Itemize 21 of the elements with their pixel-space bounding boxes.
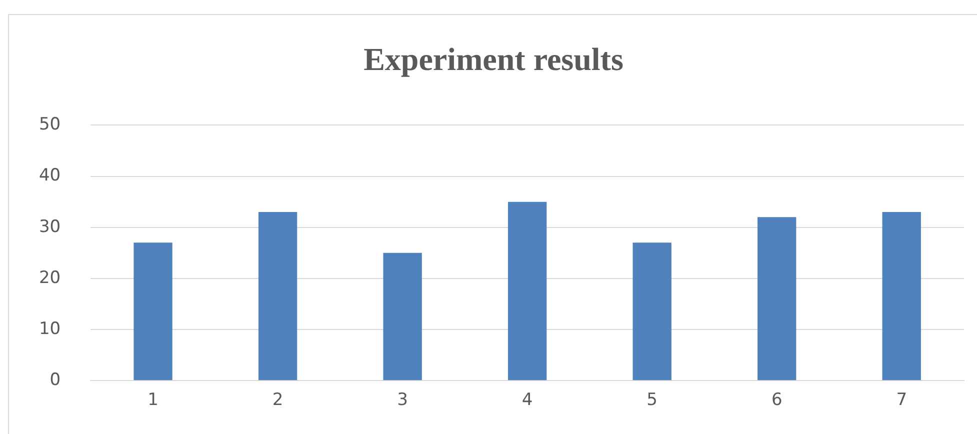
x-tick-label: 6 [771, 390, 782, 410]
x-tick-label: 1 [148, 390, 158, 410]
bar [134, 242, 172, 380]
y-tick-label: 0 [50, 370, 61, 390]
y-tick-label: 20 [38, 268, 61, 288]
y-tick-label: 40 [38, 166, 61, 186]
x-tick-label: 3 [397, 390, 408, 410]
y-tick-label: 30 [38, 216, 61, 237]
y-tick-label: 10 [38, 318, 61, 339]
bar [758, 217, 796, 380]
bar [632, 242, 672, 380]
bar [508, 202, 547, 380]
bar [258, 212, 298, 380]
x-tick-label: 2 [272, 390, 284, 410]
y-tick-label: 50 [38, 114, 61, 135]
x-tick-label: 4 [522, 390, 533, 410]
chart-title: Experiment results [362, 41, 624, 78]
bar [882, 212, 921, 380]
x-tick-label: 7 [896, 390, 908, 410]
bar [383, 252, 422, 380]
x-tick-label: 5 [646, 390, 658, 410]
